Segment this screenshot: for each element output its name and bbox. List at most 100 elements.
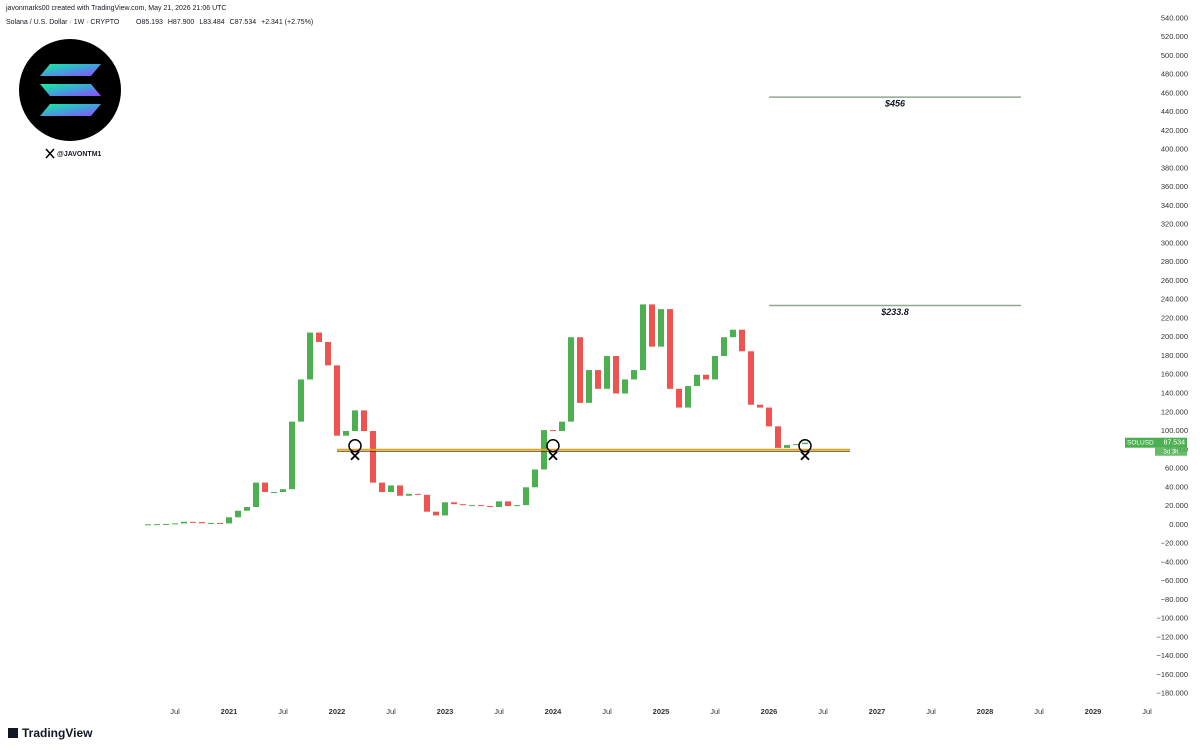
candle	[640, 304, 646, 371]
y-tick-label: 140.000	[1161, 388, 1188, 397]
candle	[748, 351, 754, 405]
x-tick-label: Jul	[710, 707, 720, 716]
candle	[208, 522, 214, 524]
y-tick-label: 260.000	[1161, 276, 1188, 285]
y-tick-label: 420.000	[1161, 126, 1188, 135]
candle	[289, 421, 295, 490]
x-tick-label: Jul	[926, 707, 936, 716]
candle	[262, 482, 268, 492]
candle	[406, 493, 412, 496]
candle	[586, 370, 592, 403]
candle	[442, 502, 448, 516]
candle	[217, 522, 223, 524]
x-tick-label: Jul	[1034, 707, 1044, 716]
y-tick-label: 400.000	[1161, 145, 1188, 154]
x-tick-label: Jul	[1142, 707, 1152, 716]
candle	[712, 356, 718, 380]
candle	[802, 442, 808, 445]
candle	[793, 444, 799, 446]
touch-cross	[350, 451, 360, 461]
candle	[154, 524, 160, 526]
candle	[433, 511, 439, 516]
y-tick-label: −100.000	[1157, 614, 1189, 623]
touch-cross	[800, 451, 810, 461]
candle	[694, 374, 700, 387]
touch-marker	[546, 439, 560, 453]
y-tick-label: 300.000	[1161, 238, 1188, 247]
candle	[631, 370, 637, 380]
candle	[397, 485, 403, 496]
x-tick-label: 2023	[437, 707, 454, 716]
y-tick-label: 20.000	[1165, 501, 1188, 510]
y-tick-label: 360.000	[1161, 182, 1188, 191]
x-tick-label: Jul	[386, 707, 396, 716]
y-tick-label: −60.000	[1161, 576, 1188, 585]
candle	[505, 501, 511, 507]
y-tick-label: −80.000	[1161, 595, 1188, 604]
candle	[514, 505, 520, 507]
x-tick-label: Jul	[602, 707, 612, 716]
y-tick-label: −160.000	[1157, 670, 1189, 679]
price-tag-value: 87.534	[1164, 440, 1186, 447]
ohlc-value: H87.900	[168, 19, 195, 26]
y-tick-label: 520.000	[1161, 32, 1188, 41]
y-tick-label: 100.000	[1161, 426, 1188, 435]
candle	[352, 410, 358, 432]
candle	[172, 523, 178, 525]
x-tick-label: 2024	[545, 707, 563, 716]
x-tick-label: 2022	[329, 707, 346, 716]
ohlc-value: C87.534	[230, 19, 257, 26]
candle	[703, 374, 709, 380]
candle	[226, 517, 232, 524]
candle	[730, 329, 736, 338]
candle	[145, 524, 151, 526]
candle	[595, 370, 601, 389]
candle	[298, 379, 304, 422]
y-tick-label: 540.000	[1161, 13, 1188, 22]
candle	[325, 341, 331, 366]
y-tick-label: 320.000	[1161, 220, 1188, 229]
candle	[667, 309, 673, 389]
x-tick-label: 2021	[221, 707, 238, 716]
ohlc-value: L83.484	[199, 19, 224, 26]
candle	[676, 388, 682, 408]
ohlc-legend: O85.193 H87.900 L83.484 C87.534 +2.341 (+2.7…	[136, 19, 313, 26]
candle	[199, 522, 205, 524]
candle	[487, 506, 493, 508]
candle	[577, 337, 583, 403]
candle	[478, 505, 484, 507]
candle	[361, 410, 367, 432]
candle	[163, 523, 169, 525]
ohlc-value: +2.341 (+2.75%)	[261, 19, 313, 26]
y-tick-label: 280.000	[1161, 257, 1188, 266]
price-tag-countdown	[1155, 447, 1187, 456]
candle	[280, 489, 286, 492]
candle	[451, 502, 457, 505]
candle	[775, 426, 781, 448]
y-tick-label: 340.000	[1161, 201, 1188, 210]
symbol: Solana / U.S. Dollar · 1W · CRYPTO	[6, 19, 120, 26]
price-tag-countdown-text: 3d 3h	[1163, 449, 1178, 455]
level-label: $233.8	[880, 307, 909, 317]
plot: −180.000 −160.000 −140.000 −120.000 −100.000…	[145, 13, 1188, 716]
brand-name: TradingView	[22, 726, 93, 740]
candle	[658, 309, 664, 347]
logo-bar	[40, 64, 101, 76]
y-tick-label: 500.000	[1161, 51, 1188, 60]
candle	[568, 337, 574, 422]
x-tick-label: 2029	[1085, 707, 1102, 716]
price-tag	[1125, 437, 1187, 448]
logo-bar	[40, 104, 101, 116]
y-tick-label: 160.000	[1161, 370, 1188, 379]
candle	[532, 469, 538, 488]
x-tick-label: Jul	[494, 707, 504, 716]
x-tick-label: 2027	[869, 707, 886, 716]
candle	[469, 505, 475, 507]
candle	[415, 493, 421, 495]
y-tick-label: 180.000	[1161, 351, 1188, 360]
x-icon	[45, 148, 55, 159]
touch-cross	[548, 451, 558, 461]
candle	[190, 521, 196, 523]
x-tick-label: 2026	[761, 707, 778, 716]
